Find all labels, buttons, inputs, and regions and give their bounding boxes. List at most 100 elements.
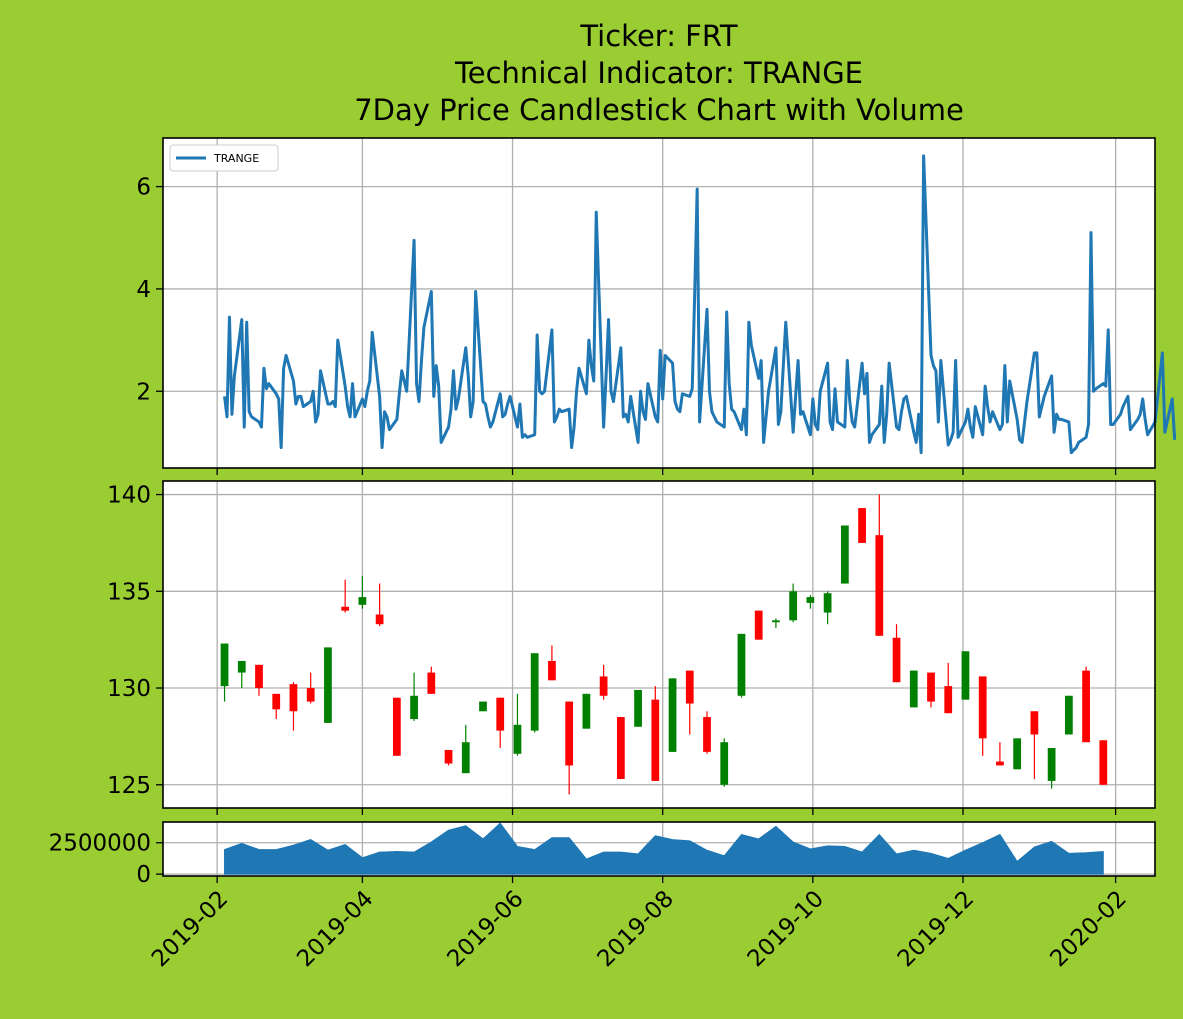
date-x-axis: 2019-02 2019-04 2019-06 2019-08 2019-10 2019-… (147, 876, 1132, 972)
candle-2019-03-11 (306, 672, 315, 704)
candle-body (978, 676, 987, 739)
candle-2019-08-19 (703, 711, 711, 754)
y-tick-label-135: 135 (107, 579, 151, 605)
title-line-2: Technical Indicator: TRANGE (454, 56, 863, 90)
title-line-3: 7Day Price Candlestick Chart with Volume (354, 93, 964, 127)
chart-title: Ticker: FRT Technical Indicator: TRANGE … (354, 19, 964, 127)
candle-body (289, 684, 298, 712)
candle-body (789, 591, 798, 621)
candle-body (427, 672, 436, 694)
candle-body (875, 535, 884, 636)
candle-body (668, 678, 677, 752)
candle-2019-09-30 (806, 595, 815, 609)
candle-body (737, 633, 746, 696)
candle-body (961, 651, 970, 700)
candle-body (772, 620, 780, 623)
y-tick-label-2500000: 2500000 (49, 831, 151, 857)
candle-body (582, 693, 591, 729)
candle-body (306, 688, 315, 702)
candle-body (651, 699, 660, 781)
candle-2019-09-16 (772, 618, 780, 629)
candle-2019-12-30 (1030, 711, 1039, 779)
candle-2019-07-29 (651, 686, 660, 781)
candle-body (634, 689, 642, 727)
candle-2019-05-27 (496, 697, 505, 749)
x-tick-label-2019-04: 2019-04 (292, 886, 378, 972)
y-tick-label-130: 130 (107, 676, 151, 702)
candle-body (599, 676, 608, 696)
y-tick-label-140: 140 (107, 483, 151, 509)
candle-body (840, 525, 849, 584)
candle-body (909, 670, 918, 708)
candle-body (220, 643, 229, 687)
candlesticks (220, 494, 1108, 795)
x-tick-label-2019-02: 2019-02 (147, 886, 233, 972)
candle-body (720, 742, 729, 785)
candle-body (358, 597, 367, 605)
volume-series (224, 822, 1104, 875)
y-tick-label-0: 0 (136, 862, 151, 888)
candlestick-frame (162, 480, 1156, 809)
legend-box (169, 144, 279, 172)
candle-body (754, 610, 763, 640)
candle-body (944, 686, 953, 714)
candle-2019-03-18 (324, 647, 332, 723)
volume-frame (162, 821, 1156, 877)
candle-2019-05-20 (479, 701, 487, 712)
candle-body (1047, 748, 1056, 781)
candle-2019-04-29 (427, 666, 436, 694)
candle-2019-04-15 (392, 697, 401, 756)
candle-body (479, 701, 487, 712)
candle-2019-06-24 (565, 701, 574, 795)
candle-2020-01-06 (1047, 748, 1056, 789)
candle-2020-01-27 (1099, 740, 1108, 785)
candle-2019-06-10 (530, 653, 539, 733)
candle-2019-11-25 (944, 662, 953, 714)
y-tick-label-4: 4 (136, 277, 151, 303)
candle-body (1030, 711, 1039, 735)
candle-body (1013, 738, 1022, 770)
candle-body (565, 701, 574, 766)
candle-2019-09-09 (754, 610, 763, 640)
candle-body (1082, 670, 1090, 743)
y-tick-label-2: 2 (136, 379, 151, 405)
candle-body (392, 697, 401, 756)
candle-2019-05-13 (461, 724, 470, 774)
candle-2019-12-02 (961, 651, 970, 700)
candle-2019-10-28 (875, 494, 884, 636)
candle-2020-01-13 (1064, 695, 1073, 735)
candle-body (341, 606, 350, 611)
candle-body (996, 761, 1004, 766)
candle-body (685, 670, 694, 704)
trange-series (223, 154, 1177, 455)
candlestick-x-ticks (216, 808, 1117, 815)
volume-y-axis: 0 2500000 (49, 831, 163, 888)
candle-2019-12-16 (996, 742, 1004, 766)
x-tick-label-2019-10: 2019-10 (743, 886, 829, 972)
candle-body (858, 508, 866, 543)
candle-body (1099, 740, 1108, 785)
candle-2019-10-21 (858, 508, 866, 543)
candle-2019-10-14 (840, 525, 849, 584)
candle-2019-02-11 (237, 660, 246, 689)
candle-2019-04-08 (375, 583, 384, 627)
candlestick-grid (163, 481, 1155, 808)
candle-2019-04-01 (358, 575, 367, 609)
candle-2019-11-11 (909, 670, 918, 708)
trange-x-ticks (216, 468, 1117, 475)
candle-2019-10-07 (823, 591, 832, 625)
x-tick-label-2019-12: 2019-12 (893, 886, 979, 972)
candle-body (703, 717, 711, 752)
candle-body (530, 653, 539, 731)
candle-2019-09-23 (789, 583, 798, 623)
candle-2019-05-06 (444, 749, 453, 766)
candle-2019-09-02 (737, 633, 746, 698)
candle-body (548, 660, 556, 681)
candle-2019-02-18 (255, 664, 263, 696)
candle-body (324, 647, 332, 723)
candle-body (410, 695, 418, 719)
candle-2019-08-05 (668, 678, 677, 752)
candle-2019-03-25 (341, 579, 350, 613)
